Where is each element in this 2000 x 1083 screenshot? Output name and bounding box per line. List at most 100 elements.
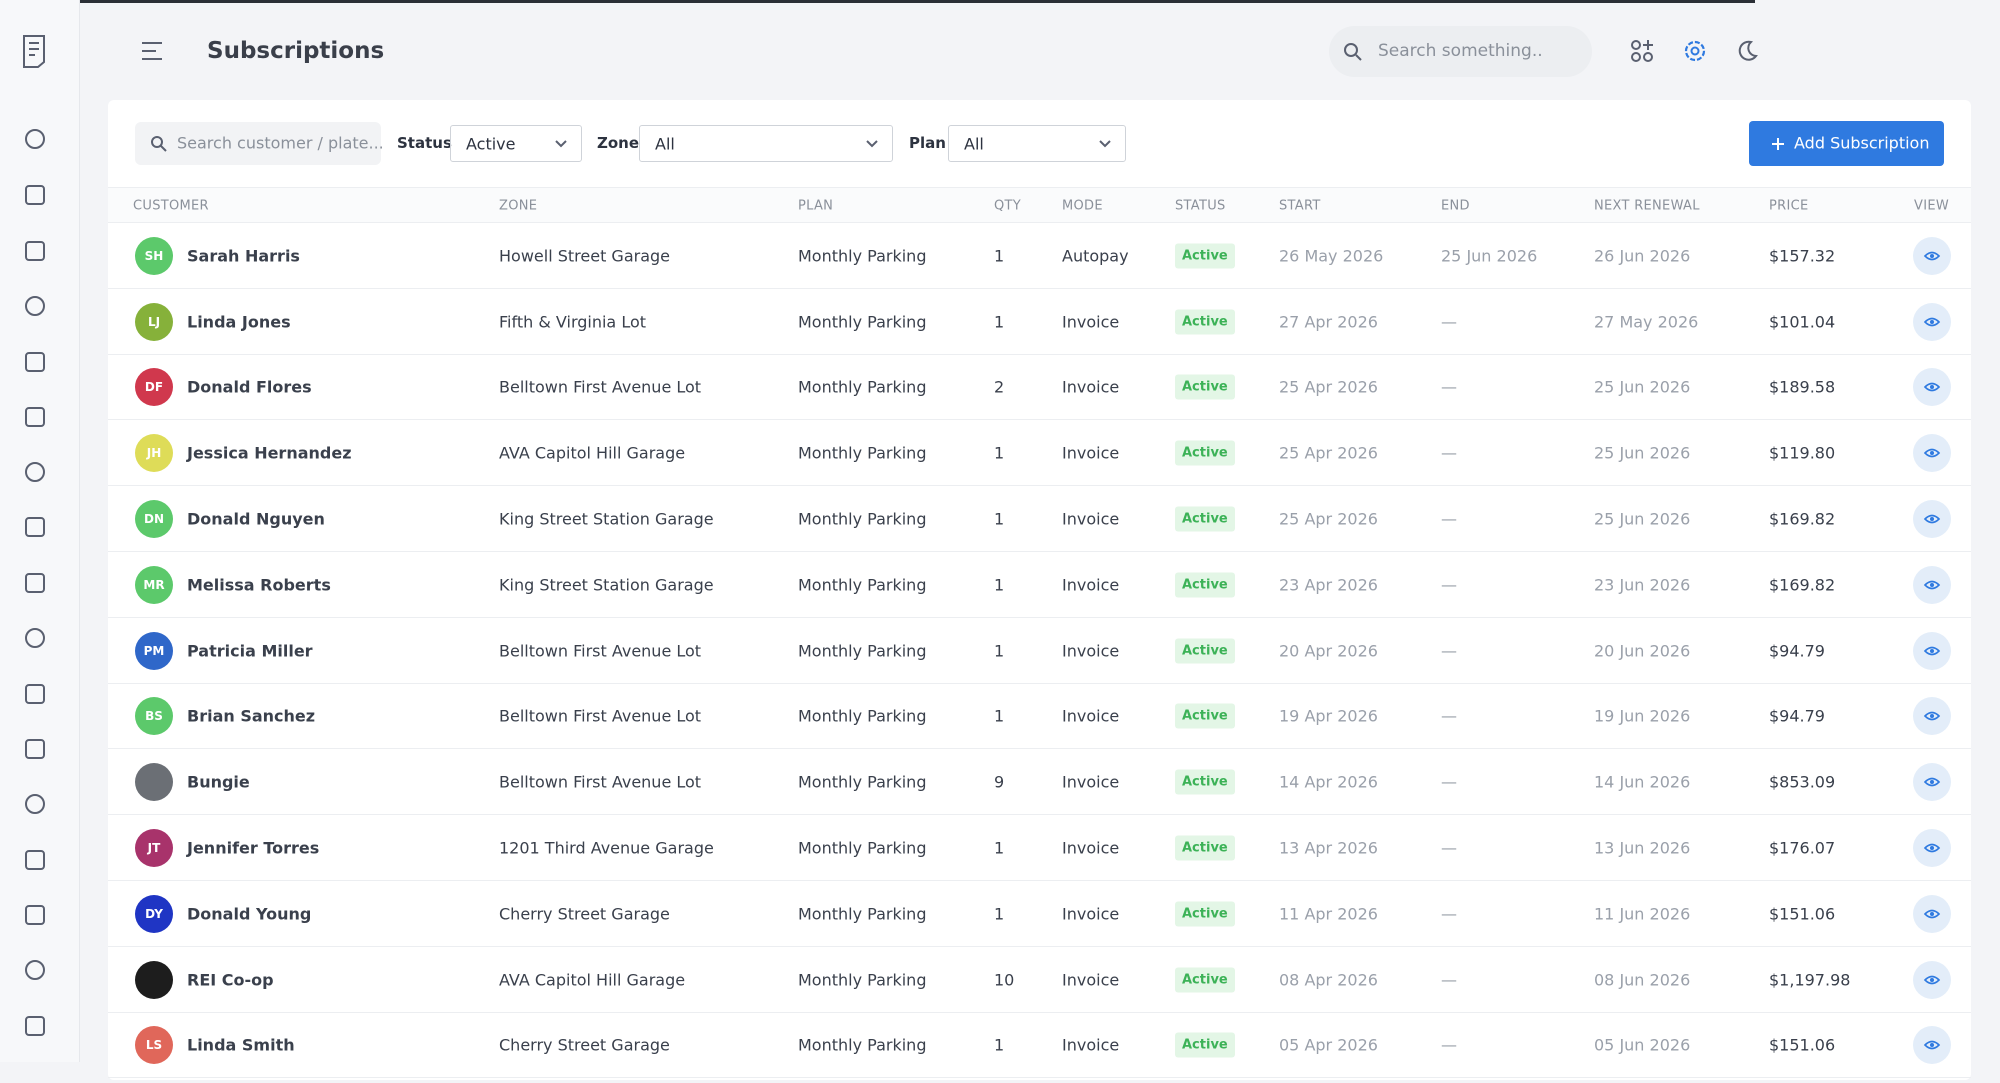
mode: Invoice <box>1062 1035 1120 1055</box>
zone: Belltown First Avenue Lot <box>499 377 702 397</box>
sidebar-icons <box>23 35 45 1036</box>
nav-icon[interactable] <box>25 352 45 372</box>
card: Search customer / plate... Status Active… <box>108 100 1971 1080</box>
table-row: REI Co-op AVA Capitol Hill Garage Monthly … <box>108 947 1971 1013</box>
view-button[interactable] <box>1913 829 1951 868</box>
progress-bar <box>0 0 1755 3</box>
column-header: ZONE <box>499 198 538 214</box>
mode: Invoice <box>1062 312 1120 332</box>
plan: Monthly Parking <box>798 970 927 990</box>
view-button[interactable] <box>1913 500 1951 539</box>
settings-button[interactable] <box>1683 39 1707 63</box>
top-bar: Subscriptions Search something.. <box>80 0 2000 100</box>
view-button[interactable] <box>1913 434 1951 473</box>
view-button[interactable] <box>1913 368 1951 407</box>
plan: Monthly Parking <box>798 509 927 529</box>
chevron <box>866 140 878 148</box>
view-button[interactable] <box>1913 763 1951 802</box>
plan: Monthly Parking <box>798 246 927 266</box>
nav-icon[interactable] <box>25 739 45 759</box>
plan: Monthly Parking <box>798 312 927 332</box>
avatar: LJ <box>135 302 173 341</box>
nav-icon[interactable] <box>25 185 45 205</box>
mode: Invoice <box>1062 706 1120 726</box>
qty: 1 <box>994 575 1005 595</box>
table-row: DN Donald Nguyen King Street Station Garag… <box>108 486 1971 552</box>
mode: Invoice <box>1062 641 1120 661</box>
renewal-date: 19 Jun 2026 <box>1594 706 1691 726</box>
status-badge: Active <box>1175 572 1235 598</box>
column-header: STATUS <box>1175 198 1226 214</box>
plan: Monthly Parking <box>798 772 927 792</box>
renewal-date: 27 May 2026 <box>1594 312 1699 332</box>
renewal-date: 25 Jun 2026 <box>1594 509 1691 529</box>
menu-button[interactable] <box>140 40 164 62</box>
nav-icon[interactable] <box>25 684 45 704</box>
column-header: VIEW <box>1914 198 1949 214</box>
qty: 1 <box>994 1035 1005 1055</box>
filter-label: Zone <box>597 134 640 152</box>
theme-button[interactable] <box>1735 39 1759 63</box>
nav-icon[interactable] <box>25 129 45 149</box>
table-header: CUSTOMER ZONE PLAN QTY MODE STATUS START END NEX… <box>108 187 1971 223</box>
status-badge: Active <box>1175 835 1235 861</box>
eye-icon <box>1923 777 1941 787</box>
view-button[interactable] <box>1913 631 1951 670</box>
price: $151.06 <box>1769 904 1836 924</box>
price: $1,197.98 <box>1769 970 1851 990</box>
price: $119.80 <box>1769 443 1836 463</box>
apps-button[interactable] <box>1630 39 1654 63</box>
nav-icon[interactable] <box>25 517 45 537</box>
avatar: BS <box>135 697 173 736</box>
table-row: DF Donald Flores Belltown First Avenue Lot… <box>108 355 1971 421</box>
view-button[interactable] <box>1913 894 1951 933</box>
nav-icon[interactable] <box>25 407 45 427</box>
avatar: DF <box>135 368 173 407</box>
end-date: — <box>1441 772 1457 792</box>
end-date: — <box>1441 377 1457 397</box>
select-value: All <box>964 134 984 154</box>
renewal-date: 23 Jun 2026 <box>1594 575 1691 595</box>
nav-icon[interactable] <box>25 462 45 482</box>
view-button[interactable] <box>1913 1026 1951 1065</box>
status-select[interactable]: Active <box>450 125 582 162</box>
global-search[interactable]: Search something.. <box>1329 26 1592 77</box>
plan-select[interactable]: All <box>948 125 1126 162</box>
nav-icon[interactable] <box>25 628 45 648</box>
nav-icon[interactable] <box>25 850 45 870</box>
nav-icon[interactable] <box>25 241 45 261</box>
zone-select[interactable]: All <box>639 125 893 162</box>
view-button[interactable] <box>1913 960 1951 999</box>
customer-search[interactable]: Search customer / plate... <box>135 122 384 165</box>
end-date: — <box>1441 641 1457 661</box>
customer-name: Bungie <box>187 772 250 792</box>
end-date: — <box>1441 904 1457 924</box>
status-badge: Active <box>1175 243 1235 269</box>
nav-icon[interactable] <box>25 960 45 980</box>
renewal-date: 26 Jun 2026 <box>1594 246 1691 266</box>
view-button[interactable] <box>1913 697 1951 736</box>
table-body: SH Sarah Harris Howell Street Garage Monthl… <box>108 223 1971 1083</box>
price: $94.79 <box>1769 641 1825 661</box>
status-badge: Active <box>1175 769 1235 795</box>
nav-icon[interactable] <box>25 1016 45 1036</box>
renewal-date: 08 Jun 2026 <box>1594 970 1691 990</box>
nav-icon[interactable] <box>25 296 45 316</box>
nav-icon[interactable] <box>25 573 45 593</box>
renewal-date: 14 Jun 2026 <box>1594 772 1691 792</box>
view-button[interactable] <box>1913 565 1951 604</box>
nav-icon[interactable] <box>25 794 45 814</box>
renewal-date: 11 Jun 2026 <box>1594 904 1691 924</box>
view-button[interactable] <box>1913 236 1951 275</box>
zone: Belltown First Avenue Lot <box>499 641 702 661</box>
plus-icon <box>1772 138 1784 150</box>
view-button[interactable] <box>1913 302 1951 341</box>
column-header: MODE <box>1062 198 1103 214</box>
eye-icon <box>1923 317 1941 326</box>
price: $94.79 <box>1769 706 1825 726</box>
nav-icon[interactable] <box>25 905 45 925</box>
start-date: 25 Apr 2026 <box>1279 509 1378 529</box>
add-subscription-button[interactable]: Add Subscription <box>1749 121 1944 166</box>
end-date: — <box>1441 509 1457 529</box>
